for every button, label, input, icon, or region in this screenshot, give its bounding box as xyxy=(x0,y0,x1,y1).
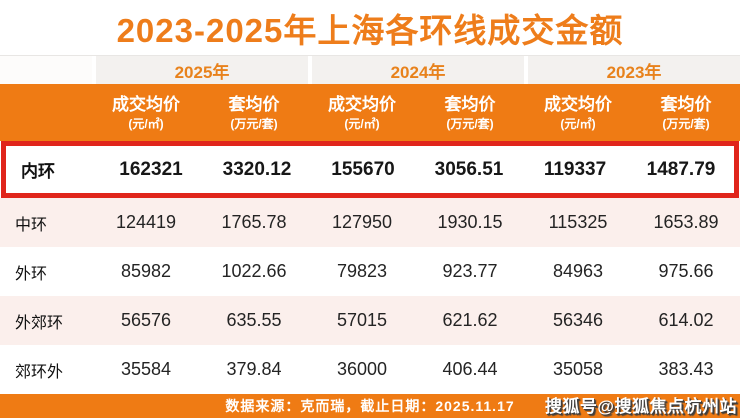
value-cell: 57015 xyxy=(336,310,388,330)
metric-header-row: 成交均价 (元/㎡) 套均价 (万元/套) 成交均价 (元/㎡) 套均价 (万元… xyxy=(0,84,740,141)
footer-bar: 数据来源：克而瑞，截止日期：2025.11.17 xyxy=(0,394,740,418)
year-header-2024: 2024年 xyxy=(308,56,524,84)
value-cell: 35584 xyxy=(120,359,172,379)
table-body: 内环 162321 3320.12 155670 3056.51 119337 1487.7… xyxy=(0,141,740,394)
year-header-2023: 2023年 xyxy=(524,56,740,84)
year-header-2025: 2025年 xyxy=(92,56,308,84)
value-cell: 115325 xyxy=(548,212,608,232)
value-cell: 614.02 xyxy=(658,310,714,330)
value-cell: 3320.12 xyxy=(222,158,292,180)
metric-name: 成交均价 xyxy=(112,95,180,115)
metric-unit: (元/㎡) xyxy=(344,116,380,131)
table-row-内环: 内环 162321 3320.12 155670 3056.51 119337 1487.7… xyxy=(1,141,739,198)
table-row-外环: 外环 85982 1022.66 79823 923.77 84963 975.66 xyxy=(0,247,740,296)
value-cell: 3056.51 xyxy=(434,158,504,180)
metric-header-2025-avg-price: 成交均价 (元/㎡) xyxy=(92,93,200,131)
value-cell: 1487.79 xyxy=(646,158,716,180)
value-cell: 56576 xyxy=(120,310,172,330)
metric-header-2023-per-unit: 套均价 (万元/套) xyxy=(632,93,740,131)
metric-unit: (元/㎡) xyxy=(560,116,596,131)
value-cell: 162321 xyxy=(119,158,183,180)
metric-unit: (元/㎡) xyxy=(128,116,164,131)
value-cell: 127950 xyxy=(331,212,393,232)
metric-header-2023-avg-price: 成交均价 (元/㎡) xyxy=(524,93,632,131)
metric-name: 成交均价 xyxy=(544,95,612,115)
value-cell: 1930.15 xyxy=(437,212,503,232)
row-label: 外环 xyxy=(15,265,48,283)
row-label: 内环 xyxy=(21,162,55,181)
data-source-note: 数据来源：克而瑞，截止日期：2025.11.17 xyxy=(225,398,515,414)
metric-unit: (万元/套) xyxy=(662,116,710,131)
watermark: 搜狐号@搜狐焦点杭州站 xyxy=(544,397,737,416)
value-cell: 35058 xyxy=(552,359,604,379)
row-label: 中环 xyxy=(15,216,48,234)
table-row-外郊环: 外郊环 56576 635.55 57015 621.62 56346 614.02 xyxy=(0,296,740,345)
value-cell: 383.43 xyxy=(658,359,714,379)
value-cell: 621.62 xyxy=(442,310,498,330)
metric-header-2025-per-unit: 套均价 (万元/套) xyxy=(200,93,308,131)
value-cell: 36000 xyxy=(336,359,388,379)
value-cell: 406.44 xyxy=(442,359,498,379)
metric-header-2024-per-unit: 套均价 (万元/套) xyxy=(416,93,524,131)
table-row-中环: 中环 124419 1765.78 127950 1930.15 115325 1653.8… xyxy=(0,198,740,247)
page-title: 2023-2025年上海各环线成交金额 xyxy=(0,0,740,56)
metric-name: 套均价 xyxy=(228,95,280,115)
value-cell: 635.55 xyxy=(226,310,282,330)
value-cell: 124419 xyxy=(115,212,177,232)
value-cell: 79823 xyxy=(336,261,388,281)
metric-name: 套均价 xyxy=(444,95,496,115)
table-row-郊环外: 郊环外 35584 379.84 36000 406.44 35058 383.43 xyxy=(0,345,740,394)
year-header-row: 2025年 2024年 2023年 xyxy=(0,56,740,84)
value-cell: 975.66 xyxy=(658,261,714,281)
value-cell: 1653.89 xyxy=(653,212,719,232)
row-label: 外郊环 xyxy=(15,314,64,332)
value-cell: 379.84 xyxy=(226,359,282,379)
row-label: 郊环外 xyxy=(15,363,64,381)
metric-name: 套均价 xyxy=(660,95,712,115)
metric-unit: (万元/套) xyxy=(230,116,278,131)
metric-unit: (万元/套) xyxy=(446,116,494,131)
metric-name: 成交均价 xyxy=(328,95,396,115)
value-cell: 923.77 xyxy=(442,261,498,281)
value-cell: 155670 xyxy=(331,158,395,180)
value-cell: 84963 xyxy=(552,261,604,281)
value-cell: 1022.66 xyxy=(221,261,287,281)
value-cell: 56346 xyxy=(552,310,604,330)
value-cell: 119337 xyxy=(543,158,607,180)
metric-header-2024-avg-price: 成交均价 (元/㎡) xyxy=(308,93,416,131)
value-cell: 85982 xyxy=(120,261,172,281)
corner-cell xyxy=(0,56,92,84)
value-cell: 1765.78 xyxy=(221,212,287,232)
